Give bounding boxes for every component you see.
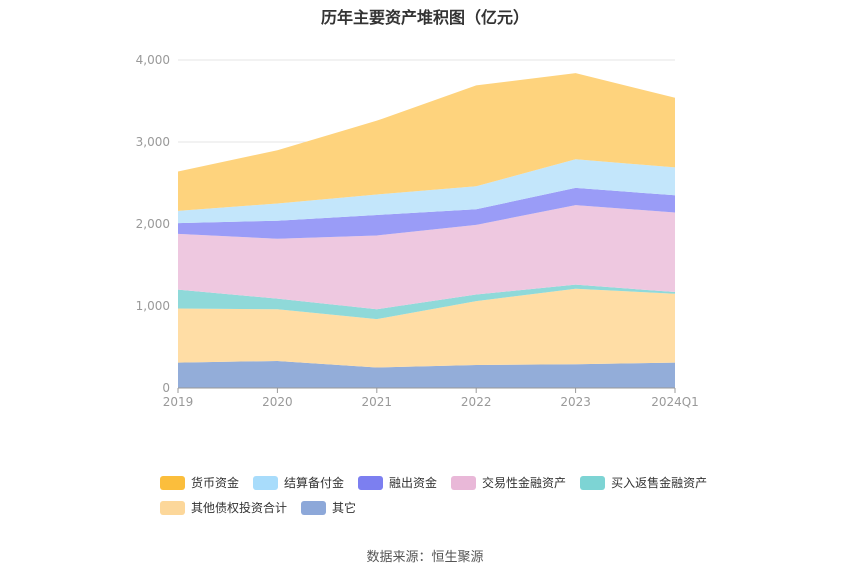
legend-label: 结算备付金	[284, 476, 345, 490]
x-tick-label: 2021	[362, 395, 393, 409]
y-tick-label: 4,000	[136, 53, 170, 67]
legend-swatch	[358, 475, 384, 490]
legend-label: 买入返售金融资产	[611, 476, 708, 490]
legend-swatch	[253, 475, 279, 490]
x-tick-label: 2020	[262, 395, 293, 409]
y-tick-label: 3,000	[136, 135, 170, 149]
legend-label: 货币资金	[191, 476, 240, 490]
legend-item-settlement-reserve[interactable]: 结算备付金	[253, 474, 344, 491]
y-tick-label: 0	[162, 381, 170, 395]
y-tick-label: 1,000	[136, 299, 170, 313]
legend-item-trading-assets[interactable]: 交易性金融资产	[451, 474, 566, 491]
legend-item-reverse-repo[interactable]: 买入返售金融资产	[580, 474, 707, 491]
x-tick-label: 2022	[461, 395, 492, 409]
legend-label: 交易性金融资产	[482, 476, 567, 490]
legend-swatch	[301, 500, 327, 515]
legend-swatch	[580, 475, 606, 490]
legend-swatch	[160, 500, 185, 515]
x-tick-label: 2024Q1	[651, 395, 699, 409]
legend-row-1: 货币资金 结算备付金 融出资金 交易性金融资产 买入返售金融资产	[160, 470, 720, 495]
area-series	[178, 288, 675, 368]
legend-item-margin-lending[interactable]: 融出资金	[358, 474, 437, 491]
legend-row-2: 其他债权投资合计 其它	[160, 495, 720, 520]
legend-item-other[interactable]: 其它	[301, 499, 356, 516]
area-series	[178, 360, 675, 388]
x-tick-label: 2023	[560, 395, 591, 409]
area-series	[178, 205, 675, 310]
chart-legend: 货币资金 结算备付金 融出资金 交易性金融资产 买入返售金融资产 其他债权投资合…	[160, 470, 720, 520]
legend-label: 其它	[332, 501, 357, 515]
area-series	[178, 159, 675, 224]
area-series	[178, 73, 675, 211]
legend-label: 融出资金	[389, 476, 438, 490]
legend-item-other-debt-investments[interactable]: 其他债权投资合计	[160, 499, 287, 516]
stacked-area-chart: 0 1,000 2,000 3,000 4,000 2019 2020 2021 2022 202…	[136, 53, 699, 409]
data-source: 数据来源：恒生聚源	[366, 550, 484, 565]
y-tick-label: 2,000	[136, 217, 170, 231]
x-tick-label: 2019	[163, 395, 194, 409]
legend-swatch	[451, 475, 477, 490]
legend-label: 其他债权投资合计	[191, 501, 288, 515]
chart-title: 历年主要资产堆积图（亿元）	[320, 8, 529, 27]
area-series	[178, 187, 675, 239]
legend-item-cash[interactable]: 货币资金	[160, 474, 239, 491]
legend-swatch	[160, 475, 185, 490]
